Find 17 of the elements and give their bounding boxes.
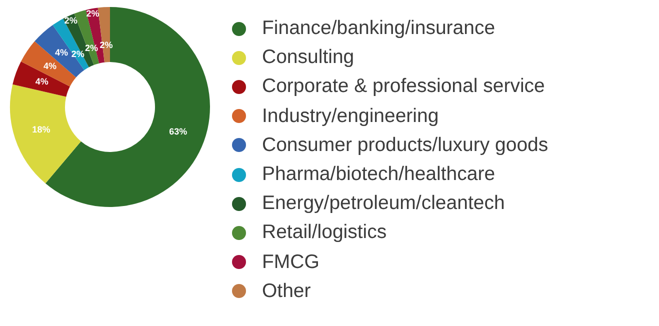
legend-label: FMCG <box>261 250 320 275</box>
data-label: 18% <box>32 124 50 134</box>
legend-label: Consulting <box>261 45 356 70</box>
legend-label: Consumer products/luxury goods <box>261 132 548 158</box>
legend-label: Corporate & professional service <box>261 74 546 100</box>
legend-label: Other <box>261 278 312 304</box>
legend-label: Pharma/biotech/healthcare <box>261 162 496 188</box>
data-label: 4% <box>43 60 56 71</box>
data-label: 2% <box>64 15 78 26</box>
legend-label: Retail/logistics <box>261 220 388 246</box>
legend-label: Energy/petroleum/cleantech <box>261 191 506 216</box>
data-label: 63% <box>169 126 188 136</box>
legend-label: Finance/banking/insurance <box>261 16 496 42</box>
data-label: 4% <box>35 76 48 87</box>
legend-label: Industry/engineering <box>261 104 440 129</box>
data-label: 4% <box>55 48 68 58</box>
data-label: 2% <box>86 8 100 19</box>
